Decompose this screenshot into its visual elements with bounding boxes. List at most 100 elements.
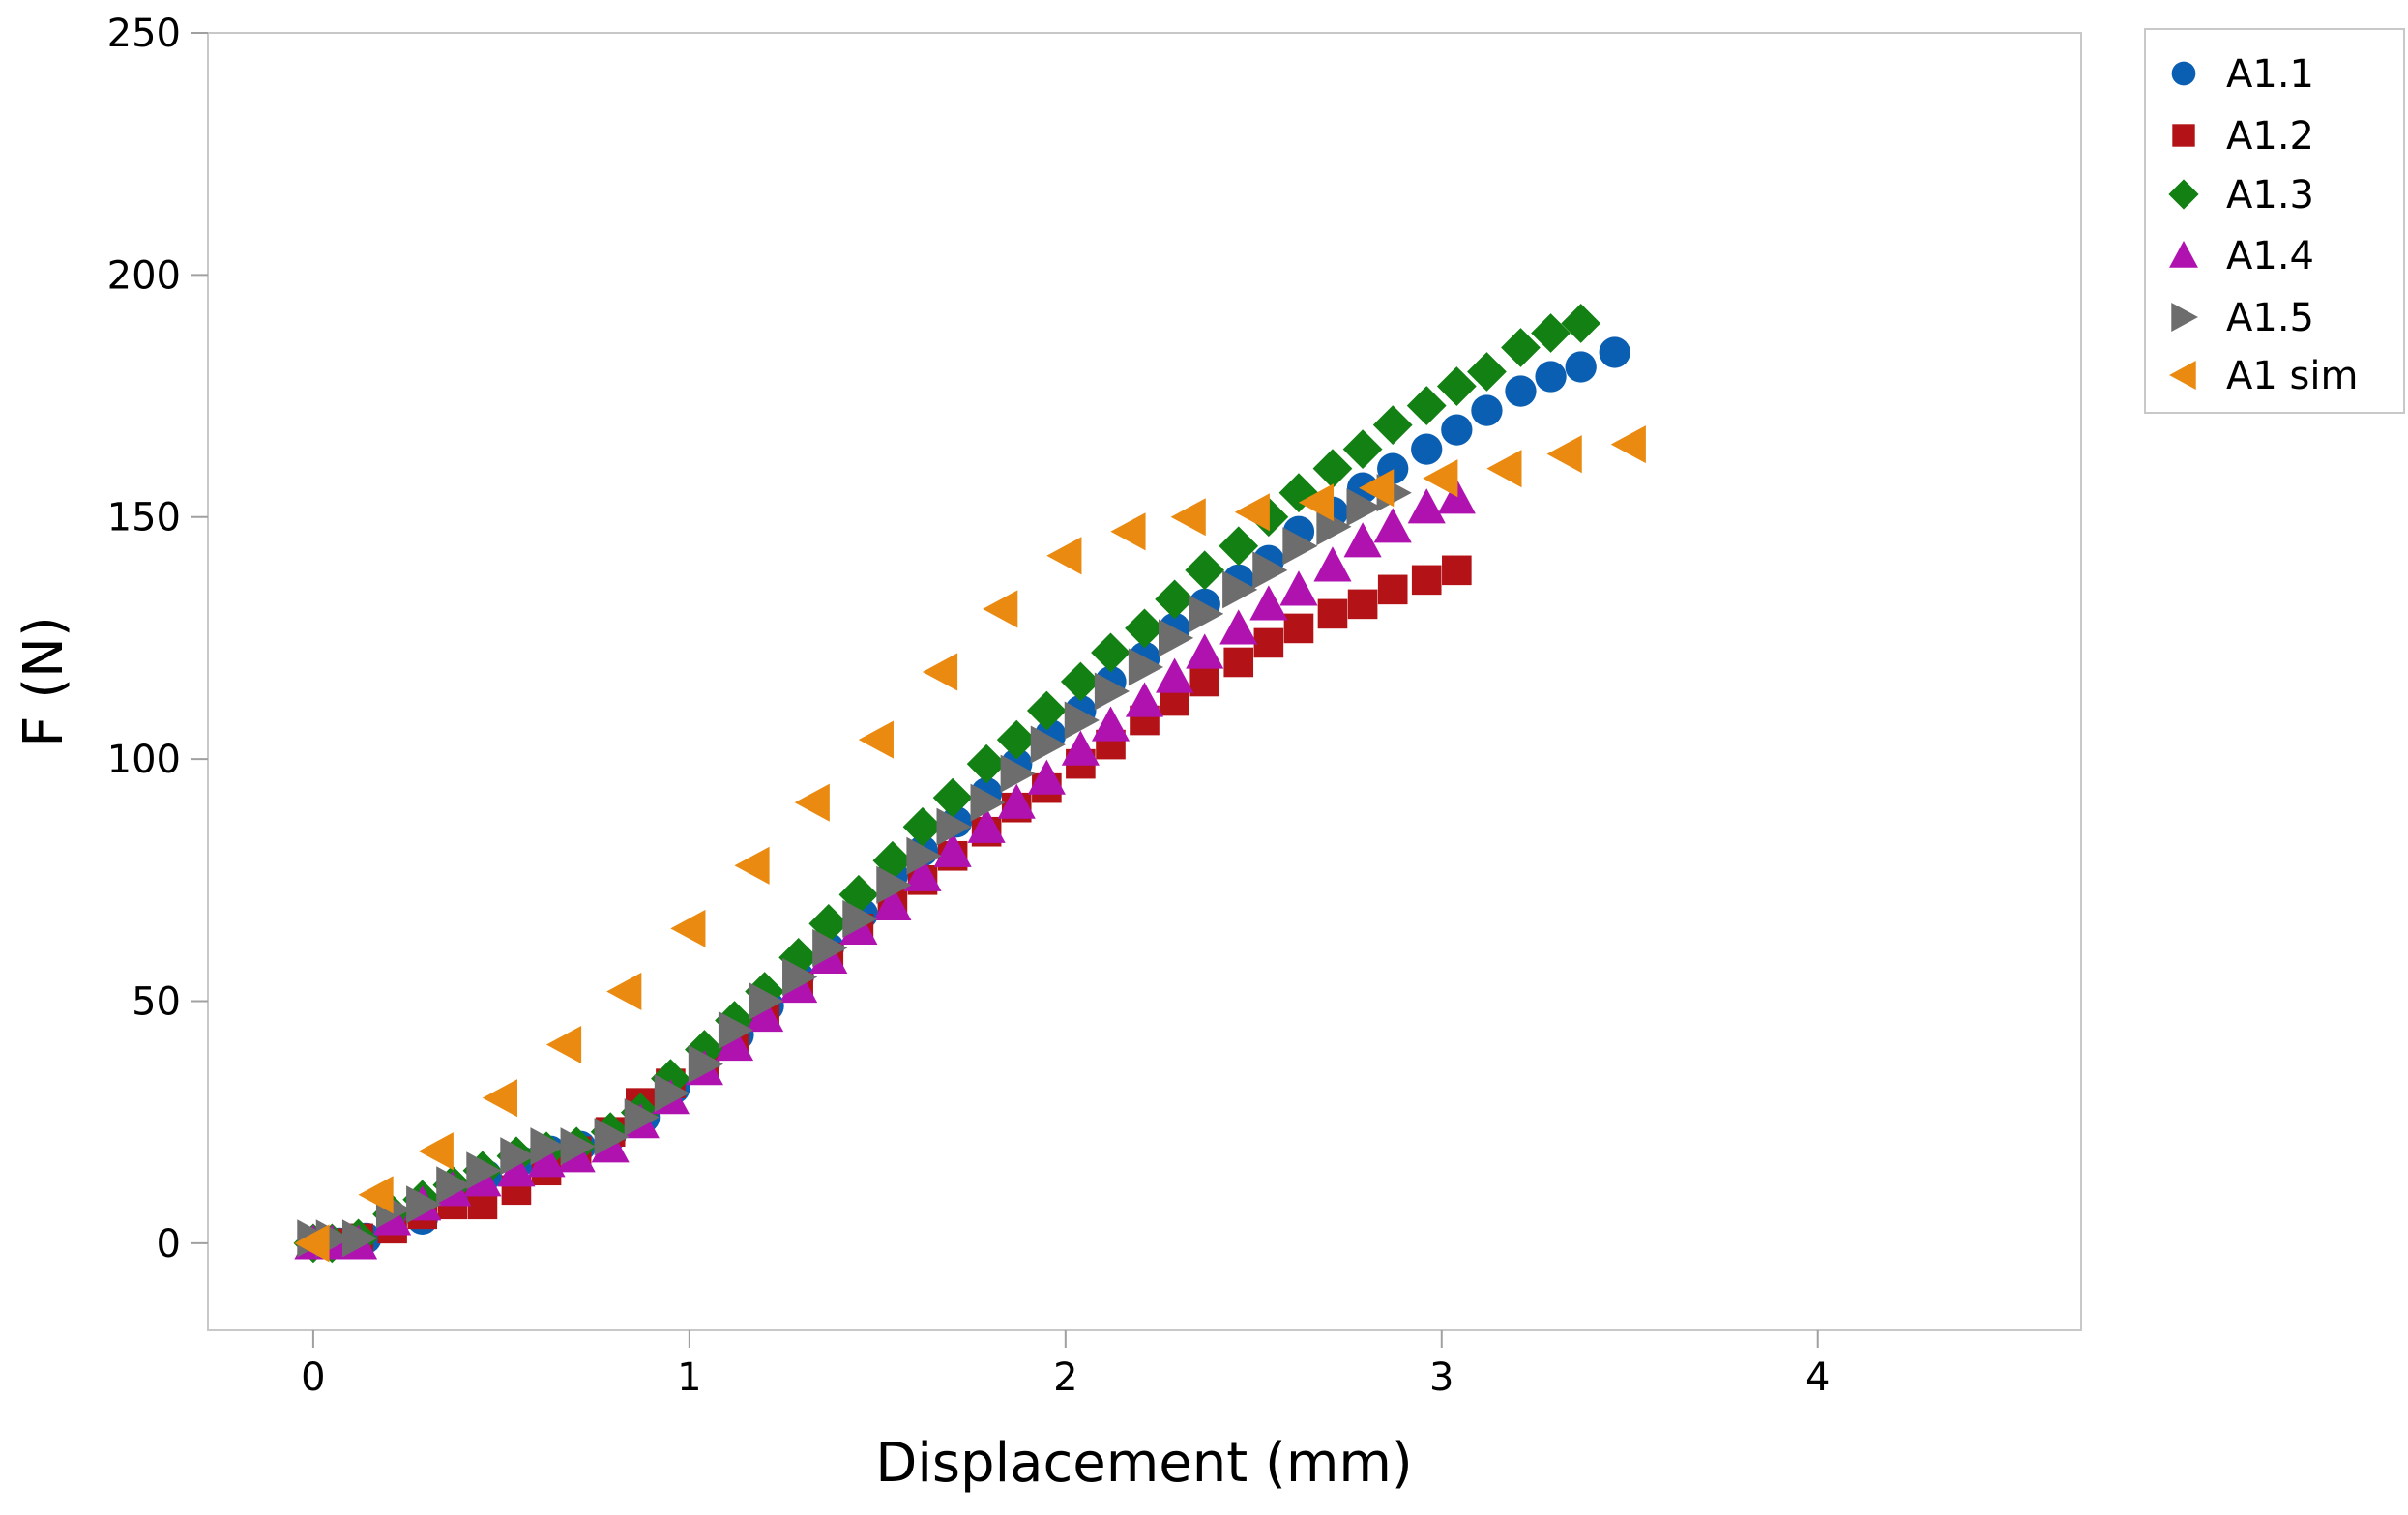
data-point — [466, 1151, 502, 1190]
data-point — [1222, 570, 1258, 609]
data-point — [967, 807, 1006, 843]
x-tick-label: 2 — [1053, 1355, 1077, 1400]
data-point — [1110, 512, 1146, 551]
data-point — [1253, 627, 1284, 658]
data-point — [1234, 493, 1270, 532]
series-a1-sim — [294, 425, 1646, 1263]
data-point — [1407, 488, 1446, 524]
series-a1-3 — [293, 304, 1601, 1264]
data-point — [1423, 459, 1458, 498]
legend-label: A1.2 — [2226, 114, 2314, 159]
x-tick-label: 1 — [677, 1355, 701, 1400]
data-point — [1219, 609, 1258, 645]
data-point — [1094, 672, 1131, 711]
legend-label: A1 sim — [2226, 354, 2358, 398]
data-point — [1599, 336, 1630, 368]
data-point — [1125, 608, 1164, 649]
data-point — [530, 1127, 566, 1166]
data-point — [1565, 351, 1597, 383]
data-marks — [293, 304, 1646, 1264]
data-point — [1298, 483, 1335, 522]
data-point — [1026, 690, 1067, 731]
legend-label: A1.1 — [2226, 52, 2314, 97]
data-point — [922, 653, 958, 691]
y-tick-label: 250 — [107, 12, 181, 56]
data-point — [1531, 313, 1571, 353]
data-point — [418, 1132, 454, 1171]
data-point — [1189, 595, 1224, 633]
data-point — [1283, 613, 1314, 644]
data-point — [1505, 375, 1537, 407]
data-point — [715, 1026, 754, 1062]
data-point — [1535, 361, 1567, 393]
data-point — [1064, 701, 1100, 740]
data-point — [873, 885, 912, 920]
data-point — [436, 1166, 472, 1205]
data-point — [1061, 730, 1100, 766]
data-point — [906, 836, 942, 875]
legend-label: A1.4 — [2226, 234, 2314, 278]
data-point — [482, 1079, 518, 1118]
data-point — [545, 1026, 582, 1064]
data-point — [970, 783, 1006, 822]
data-point — [1442, 555, 1472, 586]
data-point — [1471, 394, 1503, 426]
data-point — [1411, 565, 1442, 596]
legend-marker — [2172, 124, 2195, 147]
data-point — [1223, 647, 1254, 678]
data-point — [858, 720, 894, 759]
data-point — [1372, 405, 1413, 446]
data-point — [1279, 570, 1318, 606]
data-point — [1000, 754, 1036, 793]
data-point — [1436, 366, 1477, 406]
data-point — [606, 972, 642, 1011]
data-point — [1186, 633, 1224, 669]
y-tick-label: 0 — [157, 1222, 181, 1267]
data-point — [1219, 526, 1259, 567]
data-point — [1128, 648, 1164, 686]
data-point — [902, 806, 943, 847]
data-point — [1060, 661, 1101, 702]
data-point — [1316, 508, 1352, 546]
data-point — [983, 590, 1018, 628]
data-point — [500, 1137, 536, 1176]
data-point — [1546, 435, 1582, 474]
legend: A1.1 A1.2 A1.3 A1.4 A1.5 A1 sim — [2144, 28, 2405, 414]
data-point — [1030, 725, 1066, 764]
data-point — [1377, 574, 1408, 605]
data-point — [1347, 589, 1378, 620]
data-point — [812, 928, 848, 967]
data-point — [688, 1045, 723, 1084]
data-point — [1467, 352, 1507, 392]
data-point — [594, 1118, 630, 1156]
data-point — [794, 783, 830, 822]
data-point — [654, 1074, 690, 1113]
data-point — [341, 1219, 378, 1258]
data-point — [1411, 433, 1443, 465]
legend-frame — [2144, 28, 2405, 414]
data-point — [1406, 386, 1447, 425]
data-point — [651, 1059, 690, 1099]
data-point — [734, 846, 770, 885]
data-point — [876, 865, 912, 904]
y-axis-title: F (N) — [13, 616, 75, 747]
data-point — [1046, 537, 1082, 575]
data-point — [527, 1142, 566, 1178]
y-tick-label: 200 — [107, 253, 181, 298]
data-point — [1156, 657, 1194, 693]
data-point — [294, 1224, 330, 1263]
data-point — [1501, 328, 1541, 367]
data-point — [746, 996, 784, 1033]
data-point — [997, 783, 1036, 819]
y-tick-label: 150 — [107, 496, 181, 540]
data-point — [497, 1151, 536, 1187]
data-point — [1125, 682, 1164, 717]
legend-label: A1.5 — [2226, 296, 2314, 340]
data-point — [1170, 498, 1206, 537]
legend-marker — [2169, 361, 2196, 390]
data-point — [1252, 551, 1288, 590]
data-point — [1185, 550, 1225, 591]
legend-marker — [2171, 61, 2196, 86]
